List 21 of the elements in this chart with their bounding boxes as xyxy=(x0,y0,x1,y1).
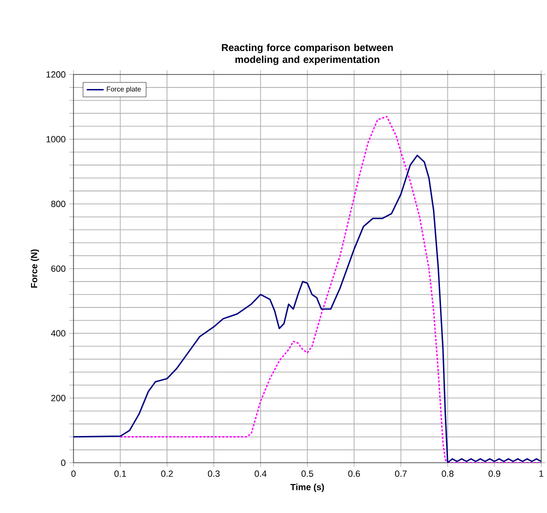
x-tick-label: 0.3 xyxy=(208,470,220,477)
x-tick-label: 0 xyxy=(71,470,76,477)
chart-title: Reacting force comparison between modeling and experimentation xyxy=(222,44,393,65)
y-tick-label: 800 xyxy=(51,200,66,207)
x-tick-label: 0.6 xyxy=(348,470,360,477)
x-tick-label: 0.4 xyxy=(254,470,267,477)
y-axis-title: Force (N) xyxy=(30,249,40,288)
x-tick-label: 0.5 xyxy=(301,470,314,477)
y-tick-label: 400 xyxy=(51,330,66,336)
y-tick-label: 600 xyxy=(51,265,66,272)
x-tick-label: 0.8 xyxy=(442,470,454,477)
x-axis-title: Time (s) xyxy=(290,483,324,492)
y-tick-label: 1000 xyxy=(46,136,66,142)
x-tick-label: 1 xyxy=(539,470,544,476)
y-tick-label: 0 xyxy=(61,459,66,466)
x-tick-label: 0.1 xyxy=(114,470,126,477)
y-tick-label: 200 xyxy=(51,394,66,402)
x-tick-label: 0.9 xyxy=(488,470,500,477)
x-tick-label: 0.2 xyxy=(161,470,173,477)
x-tick-label: 0.7 xyxy=(395,470,407,477)
y-tick-label: 1200 xyxy=(46,71,66,78)
